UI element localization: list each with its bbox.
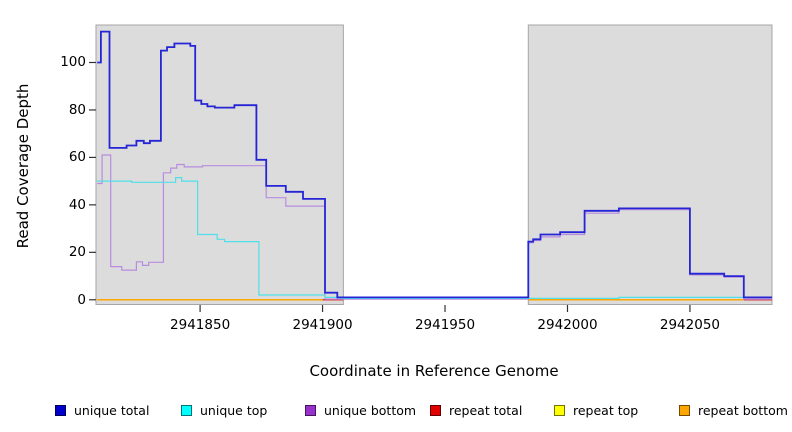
aligned-region-left [95, 24, 344, 305]
x-tick-label: 2942050 [659, 317, 720, 333]
unique-total-swatch-icon [55, 404, 66, 416]
y-tick-label: 0 [77, 291, 86, 308]
legend-label: unique bottom [324, 402, 417, 418]
y-axis-label: Read Coverage Depth [14, 83, 32, 249]
legend-item-repeat-top: repeat top [554, 401, 638, 419]
x-tick-label: 2941850 [170, 317, 231, 333]
y-tick-label: 60 [68, 149, 86, 166]
repeat-total-swatch-icon [430, 404, 441, 416]
legend-label: repeat bottom [698, 402, 788, 418]
y-tick-label: 20 [68, 244, 86, 261]
chart-legend: unique total unique top unique bottom re… [0, 401, 792, 421]
aligned-region-right [527, 24, 773, 305]
x-tick-label: 2942000 [537, 317, 598, 333]
y-tick-label: 100 [60, 54, 86, 71]
legend-label: repeat total [449, 402, 523, 418]
legend-label: unique total [74, 402, 150, 418]
legend-item-unique-bottom: unique bottom [305, 401, 416, 419]
unique-bottom-swatch-icon [305, 404, 316, 416]
x-tick-label: 2941950 [414, 317, 476, 333]
legend-item-unique-total: unique total [55, 401, 149, 419]
legend-item-unique-top: unique top [181, 401, 267, 419]
y-tick-label: 40 [68, 196, 86, 213]
legend-item-repeat-bottom: repeat bottom [679, 401, 788, 419]
legend-item-repeat-total: repeat total [430, 401, 522, 419]
series-unique-top [97, 177, 772, 299]
x-tick-label: 2941900 [292, 317, 353, 333]
legend-label: repeat top [573, 402, 639, 418]
repeat-top-swatch-icon [554, 404, 565, 416]
y-tick-label: 80 [68, 101, 86, 118]
x-axis-label: Coordinate in Reference Genome [309, 362, 559, 380]
series-unique-total [97, 30, 772, 299]
repeat-bottom-swatch-icon [679, 404, 690, 416]
unique-top-swatch-icon [181, 404, 192, 416]
legend-label: unique top [200, 402, 268, 418]
